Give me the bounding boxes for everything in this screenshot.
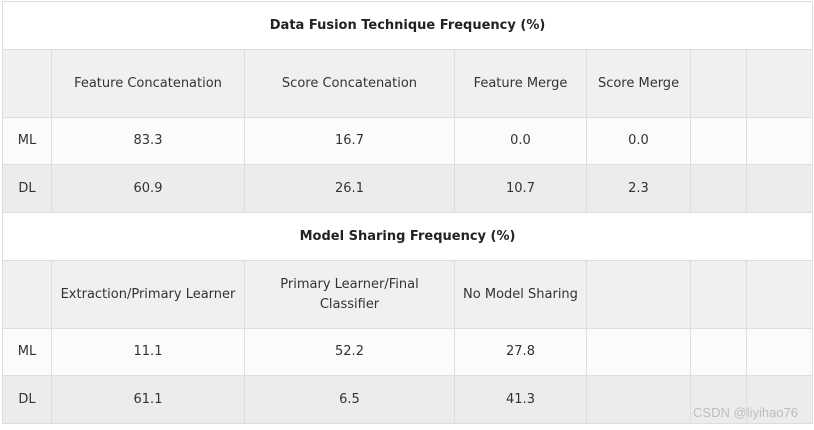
table-row: DL 61.1 6.5 41.3 <box>2 375 814 424</box>
section2-title: Model Sharing Frequency (%) <box>299 228 516 244</box>
header-cell <box>690 260 747 329</box>
table-cell: 16.7 <box>244 117 455 165</box>
row-label: ML <box>2 117 52 165</box>
header-cell: No Model Sharing <box>454 260 587 329</box>
table-cell: 2.3 <box>586 164 691 213</box>
table-cell <box>690 164 747 213</box>
header-cell <box>2 49 52 118</box>
table-cell: 52.2 <box>244 328 455 376</box>
table-cell <box>690 328 747 376</box>
table-cell: 61.1 <box>51 375 245 424</box>
table-cell <box>690 117 747 165</box>
table-cell <box>745 164 814 213</box>
row-label: DL <box>2 164 52 213</box>
section1-header-row: Feature Concatenation Score Concatenatio… <box>2 49 814 118</box>
table-cell: 27.8 <box>454 328 587 376</box>
header-cell: Feature Merge <box>454 49 587 118</box>
table-cell <box>745 328 814 376</box>
table-cell <box>586 328 691 376</box>
section1-title: Data Fusion Technique Frequency (%) <box>269 17 546 33</box>
header-cell <box>690 49 747 118</box>
table-cell: 83.3 <box>51 117 245 165</box>
table-cell <box>586 375 691 424</box>
header-cell: Score Merge <box>586 49 691 118</box>
table-cell <box>745 117 814 165</box>
section2-title-cell: Model Sharing Frequency (%) <box>1 212 814 261</box>
table-cell <box>745 375 814 424</box>
row-label: ML <box>2 328 52 376</box>
row-label: DL <box>2 375 52 424</box>
table-row: ML 83.3 16.7 0.0 0.0 <box>2 117 814 165</box>
table-row: ML 11.1 52.2 27.8 <box>2 328 814 376</box>
table-cell: 10.7 <box>454 164 587 213</box>
table-cell: 6.5 <box>244 375 455 424</box>
section2-title-row: Model Sharing Frequency (%) <box>1 212 814 261</box>
table-cell: 0.0 <box>586 117 691 165</box>
header-cell <box>745 260 814 329</box>
header-cell: Feature Concatenation <box>51 49 245 118</box>
table-cell: 60.9 <box>51 164 245 213</box>
table-cell: 41.3 <box>454 375 587 424</box>
header-cell <box>2 260 52 329</box>
header-cell <box>745 49 814 118</box>
header-cell <box>586 260 691 329</box>
table-cell: 26.1 <box>244 164 455 213</box>
table-row: DL 60.9 26.1 10.7 2.3 <box>2 164 814 213</box>
table-cell: 0.0 <box>454 117 587 165</box>
header-cell: Primary Learner/Final Classifier <box>244 260 455 329</box>
watermark: CSDN @liyihao76 <box>693 405 798 420</box>
section2-header-row: Extraction/Primary Learner Primary Learn… <box>2 260 814 329</box>
header-cell: Score Concatenation <box>244 49 455 118</box>
section1-title-cell: Data Fusion Technique Frequency (%) <box>1 1 814 50</box>
table-cell: 11.1 <box>51 328 245 376</box>
header-cell: Extraction/Primary Learner <box>51 260 245 329</box>
section1-title-row: Data Fusion Technique Frequency (%) <box>1 1 814 50</box>
table-cell <box>690 375 747 424</box>
